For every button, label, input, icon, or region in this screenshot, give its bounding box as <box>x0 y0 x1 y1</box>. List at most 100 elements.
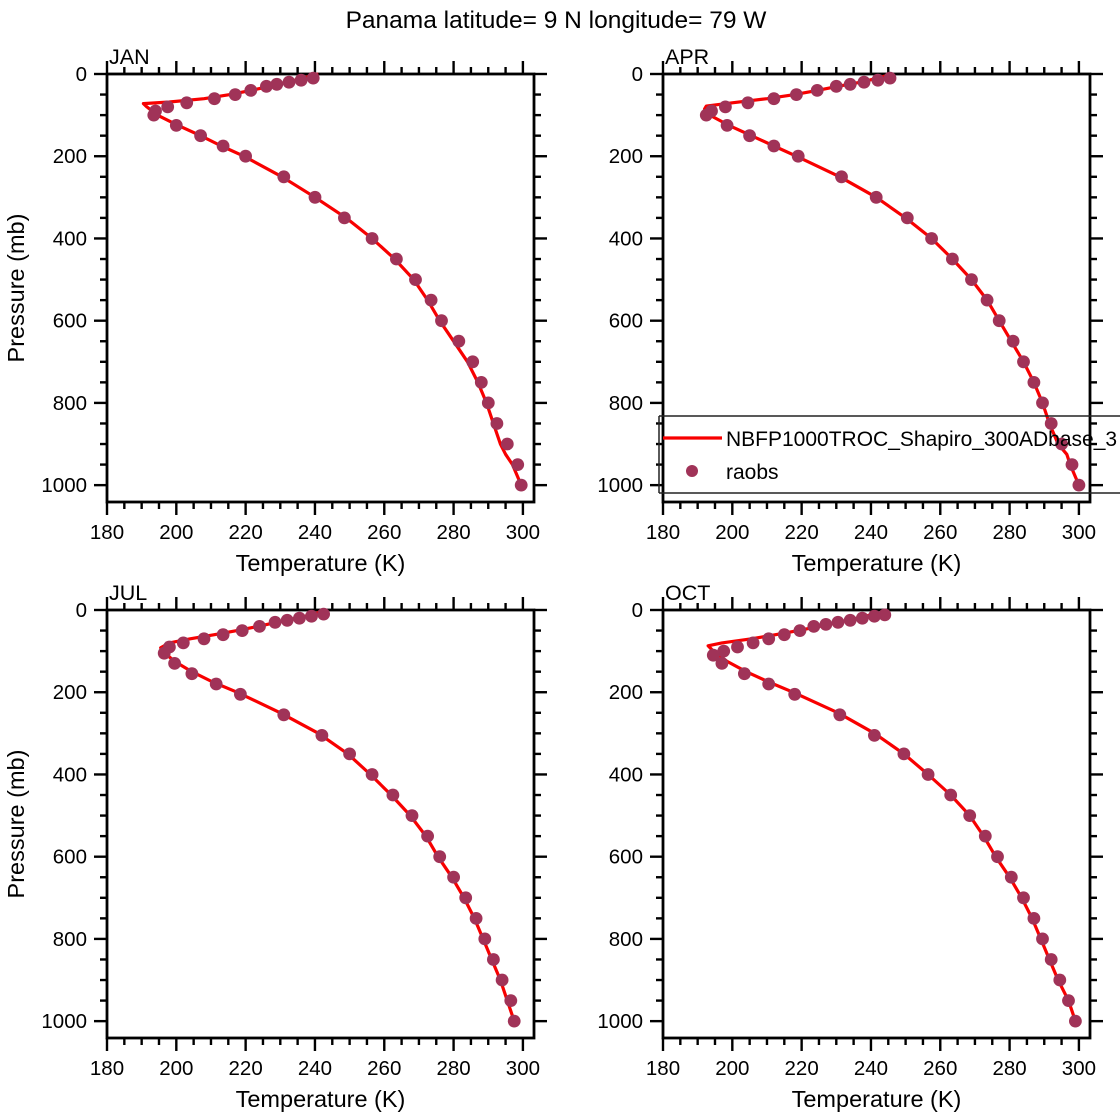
raobs-dot <box>868 609 881 623</box>
raobs-dot <box>991 850 1004 864</box>
y-tick-label: 800 <box>53 392 87 415</box>
raobs-dot <box>869 190 883 204</box>
raobs-dot <box>717 644 731 658</box>
raobs-dot <box>180 96 194 110</box>
x-tick-label: 300 <box>1062 1057 1096 1080</box>
y-tick-label: 800 <box>609 928 643 951</box>
y-tick-label: 0 <box>76 599 87 622</box>
y-tick-label: 800 <box>609 392 643 415</box>
raobs-dot <box>883 71 897 85</box>
raobs-dot <box>469 912 483 925</box>
raobs-dot <box>762 632 776 646</box>
x-tick-label: 180 <box>90 521 124 544</box>
raobs-dot <box>793 624 807 637</box>
raobs-dot <box>1006 334 1020 348</box>
model-line <box>159 608 516 1022</box>
raobs-dot <box>743 129 756 143</box>
raobs-dot <box>1065 458 1079 471</box>
raobs-dot <box>1017 891 1030 905</box>
raobs-dot <box>308 190 322 204</box>
raobs-dot <box>965 273 978 286</box>
raobs-dot <box>260 79 273 93</box>
temperature-axis-label: Temperature (K) <box>792 550 962 576</box>
raobs-dot <box>147 108 161 122</box>
panel-jan: 180 200 220 240 260 280 300 0 200 400 600 800 1000 JA… <box>3 45 547 576</box>
raobs-dot <box>424 293 438 307</box>
raobs-dot <box>963 809 977 822</box>
raobs-dot <box>790 88 803 101</box>
raobs-dot <box>900 211 914 225</box>
raobs-dot <box>253 620 266 633</box>
raobs-dot <box>169 119 183 132</box>
raobs-dot <box>294 73 308 87</box>
raobs-dot <box>317 607 330 621</box>
raobs-dot <box>194 129 208 143</box>
raobs-dot <box>843 613 857 627</box>
raobs-dot <box>829 79 843 93</box>
raobs-dot <box>507 1014 521 1028</box>
raobs-dot <box>293 611 306 625</box>
raobs-dot <box>1027 912 1041 925</box>
raobs-dot <box>791 149 805 163</box>
y-tick-label: 400 <box>609 763 643 786</box>
raobs-dot <box>386 788 400 802</box>
x-tick-label: 240 <box>298 521 332 544</box>
x-tick-label: 200 <box>159 1057 193 1080</box>
x-tick-label: 220 <box>785 521 819 544</box>
x-tick-label: 240 <box>854 1057 888 1080</box>
raobs-dot <box>944 788 958 802</box>
x-tick-label: 260 <box>923 521 957 544</box>
raobs-dot <box>978 829 992 843</box>
raobs-dot <box>161 100 175 114</box>
raobs-dot <box>268 615 282 629</box>
raobs-dot <box>390 252 403 266</box>
raobs-dot <box>871 73 885 87</box>
raobs-dot <box>157 646 171 660</box>
x-tick-label: 260 <box>367 1057 401 1080</box>
x-tick-label: 280 <box>992 521 1026 544</box>
pressure-axis-label: Pressure (mb) <box>3 750 29 899</box>
raobs-dot <box>1062 994 1075 1007</box>
x-tick-label: 280 <box>436 521 470 544</box>
panel-apr: 180 200 220 240 260 280 300 0 200 400 600 800 1000 AP… <box>597 45 1103 576</box>
raobs-dot <box>365 768 379 781</box>
temperature-axis-label: Temperature (K) <box>236 1086 406 1112</box>
x-tick-label: 280 <box>992 1057 1026 1080</box>
raobs-dot <box>500 437 514 451</box>
raobs-dot <box>433 850 447 864</box>
x-tick-label: 300 <box>506 521 540 544</box>
legend-label-model: NBFP1000TROC_Shapiro_300ADbase_3 <box>726 428 1117 451</box>
raobs-dot <box>452 334 466 348</box>
y-tick-label: 1000 <box>41 1010 87 1033</box>
raobs-dot <box>511 458 525 471</box>
raobs-dot <box>835 170 848 184</box>
raobs-dot <box>282 75 296 89</box>
raobs-dot <box>270 77 284 91</box>
panel-jul: 180 200 220 240 260 280 300 0 200 400 600 800 1000 JU… <box>3 581 547 1112</box>
x-tick-label: 220 <box>229 521 263 544</box>
y-tick-label: 600 <box>609 846 643 869</box>
y-tick-label: 200 <box>53 145 87 168</box>
y-tick-label: 400 <box>609 227 643 250</box>
y-tick-label: 1000 <box>597 474 643 497</box>
raobs-dot <box>216 139 230 153</box>
raobs-dot <box>235 624 249 637</box>
x-tick-label: 220 <box>785 1057 819 1080</box>
x-tick-label: 220 <box>229 1057 263 1080</box>
raobs-dot <box>1017 355 1030 369</box>
raobs-dot <box>767 139 781 153</box>
raobs-dot <box>857 75 871 89</box>
x-tick-label: 240 <box>298 1057 332 1080</box>
raobs-dot <box>478 932 492 946</box>
raobs-dot <box>305 609 318 623</box>
y-tick-label: 0 <box>632 599 643 622</box>
raobs-dot <box>731 640 744 654</box>
raobs-dot <box>466 355 480 369</box>
y-tick-label: 400 <box>53 227 87 250</box>
raobs-dot <box>741 96 755 110</box>
raobs-dot <box>239 149 253 163</box>
raobs-dot <box>843 77 857 91</box>
x-tick-label: 200 <box>715 521 749 544</box>
raobs-dot <box>1072 478 1086 492</box>
